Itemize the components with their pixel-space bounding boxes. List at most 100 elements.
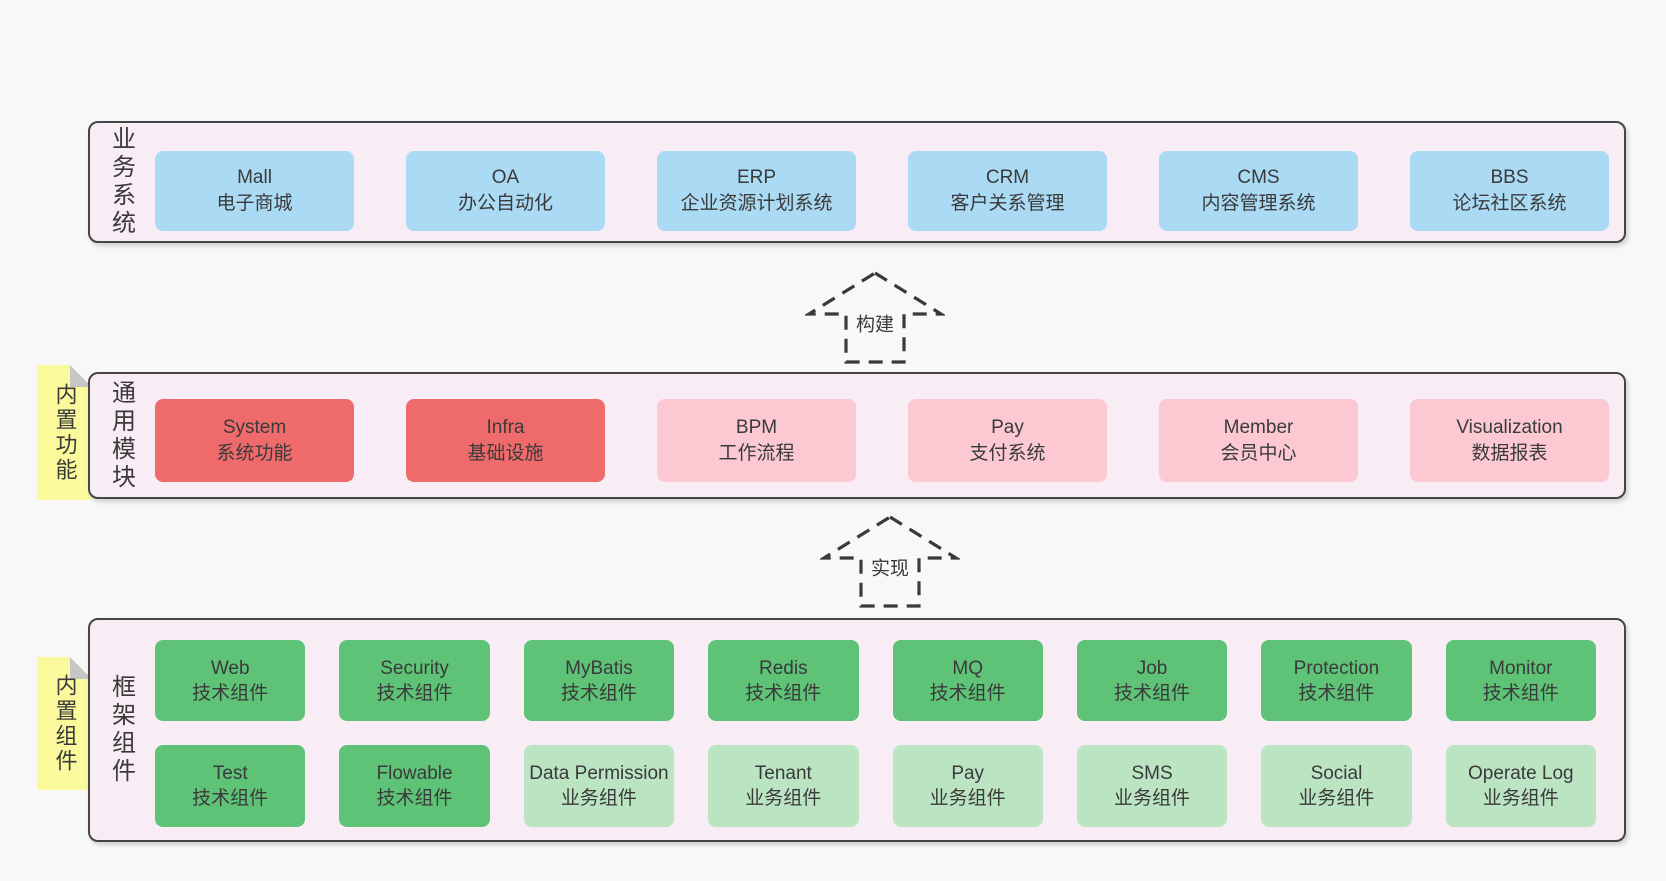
box-title: Pay — [991, 416, 1024, 438]
box-title: BPM — [735, 416, 778, 438]
framework-components-grid: Web 技术组件 Security 技术组件 MyBatis 技术组件 Redi… — [155, 640, 1596, 827]
box-subtitle: 技术组件 — [929, 682, 1006, 704]
box-title: Web — [210, 657, 250, 679]
box-monitor: Monitor 技术组件 — [1445, 640, 1596, 721]
box-visualization: Visualization 数据报表 — [1410, 399, 1609, 482]
box-title: Tenant — [754, 763, 812, 784]
band-framework-components: 框架组件 Web 技术组件 Security 技术组件 MyBatis 技术组件… — [88, 618, 1626, 842]
box-subtitle: 数据报表 — [1471, 442, 1548, 464]
box-title: MQ — [952, 657, 983, 679]
box-subtitle: 会员中心 — [1220, 442, 1297, 464]
common-modules-grid: System 系统功能 Infra 基础设施 BPM 工作流程 Pay 支付系统… — [155, 399, 1609, 482]
band-vertical-label: 框架组件 — [107, 674, 135, 786]
box-subtitle: 业务组件 — [1114, 788, 1191, 809]
box-title: OA — [491, 167, 520, 188]
box-tenant: Tenant 业务组件 — [708, 745, 859, 827]
box-subtitle: 技术组件 — [1482, 682, 1559, 704]
box-title: CMS — [1237, 167, 1280, 188]
box-web: Web 技术组件 — [155, 640, 306, 721]
box-erp: ERP 企业资源计划系统 — [657, 151, 856, 231]
box-title: SMS — [1131, 763, 1173, 784]
box-subtitle: 技术组件 — [745, 682, 822, 704]
box-subtitle: 技术组件 — [1298, 682, 1375, 704]
arrow-label: 构建 — [853, 309, 897, 337]
business-systems-grid: Mall 电子商城 OA 办公自动化 ERP 企业资源计划系统 CRM 客户关系… — [155, 151, 1609, 231]
box-mq: MQ 技术组件 — [892, 640, 1043, 721]
box-sms: SMS 业务组件 — [1076, 745, 1228, 827]
box-title: Data Permission — [529, 763, 669, 784]
box-title: Member — [1223, 416, 1294, 438]
box-title: CRM — [985, 167, 1030, 188]
box-operate-log: Operate Log 业务组件 — [1445, 745, 1596, 827]
build-arrow-icon: 构建 — [805, 270, 945, 365]
box-subtitle: 业务组件 — [1298, 788, 1375, 809]
sticky-note-built-in-functions: 内置功能 — [37, 365, 92, 500]
band-vertical-label: 业务系统 — [107, 126, 135, 238]
box-member: Member 会员中心 — [1159, 399, 1358, 482]
box-data-permission: Data Permission 业务组件 — [523, 745, 675, 827]
box-title: Infra — [486, 416, 525, 438]
box-subtitle: 客户关系管理 — [950, 193, 1065, 214]
sticky-note-built-in-components: 内置组件 — [37, 657, 92, 790]
box-mall: Mall 电子商城 — [155, 151, 354, 231]
box-subtitle: 办公自动化 — [457, 193, 553, 214]
implement-arrow-icon: 实现 — [820, 514, 960, 609]
box-title: Operate Log — [1467, 763, 1574, 784]
box-system: System 系统功能 — [155, 399, 354, 482]
box-subtitle: 内容管理系统 — [1201, 193, 1316, 214]
box-subtitle: 业务组件 — [745, 788, 822, 809]
box-pay: Pay 支付系统 — [908, 399, 1107, 482]
box-title: BBS — [1490, 167, 1529, 188]
box-title: Monitor — [1489, 657, 1553, 679]
sticky-note-label: 内置功能 — [52, 382, 78, 483]
block-arrow-up-icon — [820, 515, 960, 608]
box-title: System — [222, 416, 287, 438]
sticky-note-label: 内置组件 — [52, 673, 78, 774]
box-title: Test — [212, 763, 248, 784]
box-test: Test 技术组件 — [155, 745, 306, 827]
box-subtitle: 基础设施 — [467, 442, 544, 464]
box-title: Social — [1310, 763, 1363, 784]
box-redis: Redis 技术组件 — [708, 640, 859, 721]
box-title: Redis — [759, 657, 808, 679]
arrow-label: 实现 — [868, 553, 912, 581]
box-title: MyBatis — [565, 657, 633, 679]
box-subtitle: 企业资源计划系统 — [680, 193, 833, 214]
box-title: Flowable — [376, 763, 453, 784]
box-title: Pay — [951, 763, 985, 784]
box-subtitle: 业务组件 — [1482, 788, 1559, 809]
box-mybatis: MyBatis 技术组件 — [523, 640, 675, 721]
box-title: Security — [380, 657, 449, 679]
box-subtitle: 技术组件 — [192, 788, 269, 809]
box-subtitle: 论坛社区系统 — [1452, 193, 1567, 214]
band-business-systems: 业务系统 Mall 电子商城 OA 办公自动化 ERP 企业资源计划系统 CRM… — [88, 121, 1626, 243]
box-title: Job — [1136, 657, 1168, 679]
box-flowable: Flowable 技术组件 — [339, 745, 490, 827]
box-pay-component: Pay 业务组件 — [892, 745, 1043, 827]
box-oa: OA 办公自动化 — [406, 151, 605, 231]
box-subtitle: 工作流程 — [718, 442, 795, 464]
box-title: Protection — [1293, 657, 1380, 679]
box-subtitle: 支付系统 — [969, 442, 1046, 464]
box-subtitle: 技术组件 — [560, 682, 637, 704]
box-crm: CRM 客户关系管理 — [908, 151, 1107, 231]
box-security: Security 技术组件 — [339, 640, 490, 721]
box-subtitle: 业务组件 — [560, 788, 637, 809]
box-title: ERP — [736, 167, 777, 188]
box-subtitle: 技术组件 — [1114, 682, 1191, 704]
box-bpm: BPM 工作流程 — [657, 399, 856, 482]
box-infra: Infra 基础设施 — [406, 399, 605, 482]
band-vertical-label: 通用模块 — [107, 379, 135, 492]
box-title: Visualization — [1456, 416, 1563, 438]
box-protection: Protection 技术组件 — [1261, 640, 1412, 721]
box-subtitle: 技术组件 — [192, 682, 269, 704]
box-cms: CMS 内容管理系统 — [1159, 151, 1358, 231]
box-subtitle: 技术组件 — [376, 682, 453, 704]
box-bbs: BBS 论坛社区系统 — [1410, 151, 1609, 231]
box-subtitle: 技术组件 — [376, 788, 453, 809]
band-common-modules: 通用模块 System 系统功能 Infra 基础设施 BPM 工作流程 Pay… — [88, 372, 1626, 499]
box-subtitle: 业务组件 — [929, 788, 1006, 809]
block-arrow-up-icon — [805, 271, 945, 364]
box-title: Mall — [237, 167, 272, 188]
